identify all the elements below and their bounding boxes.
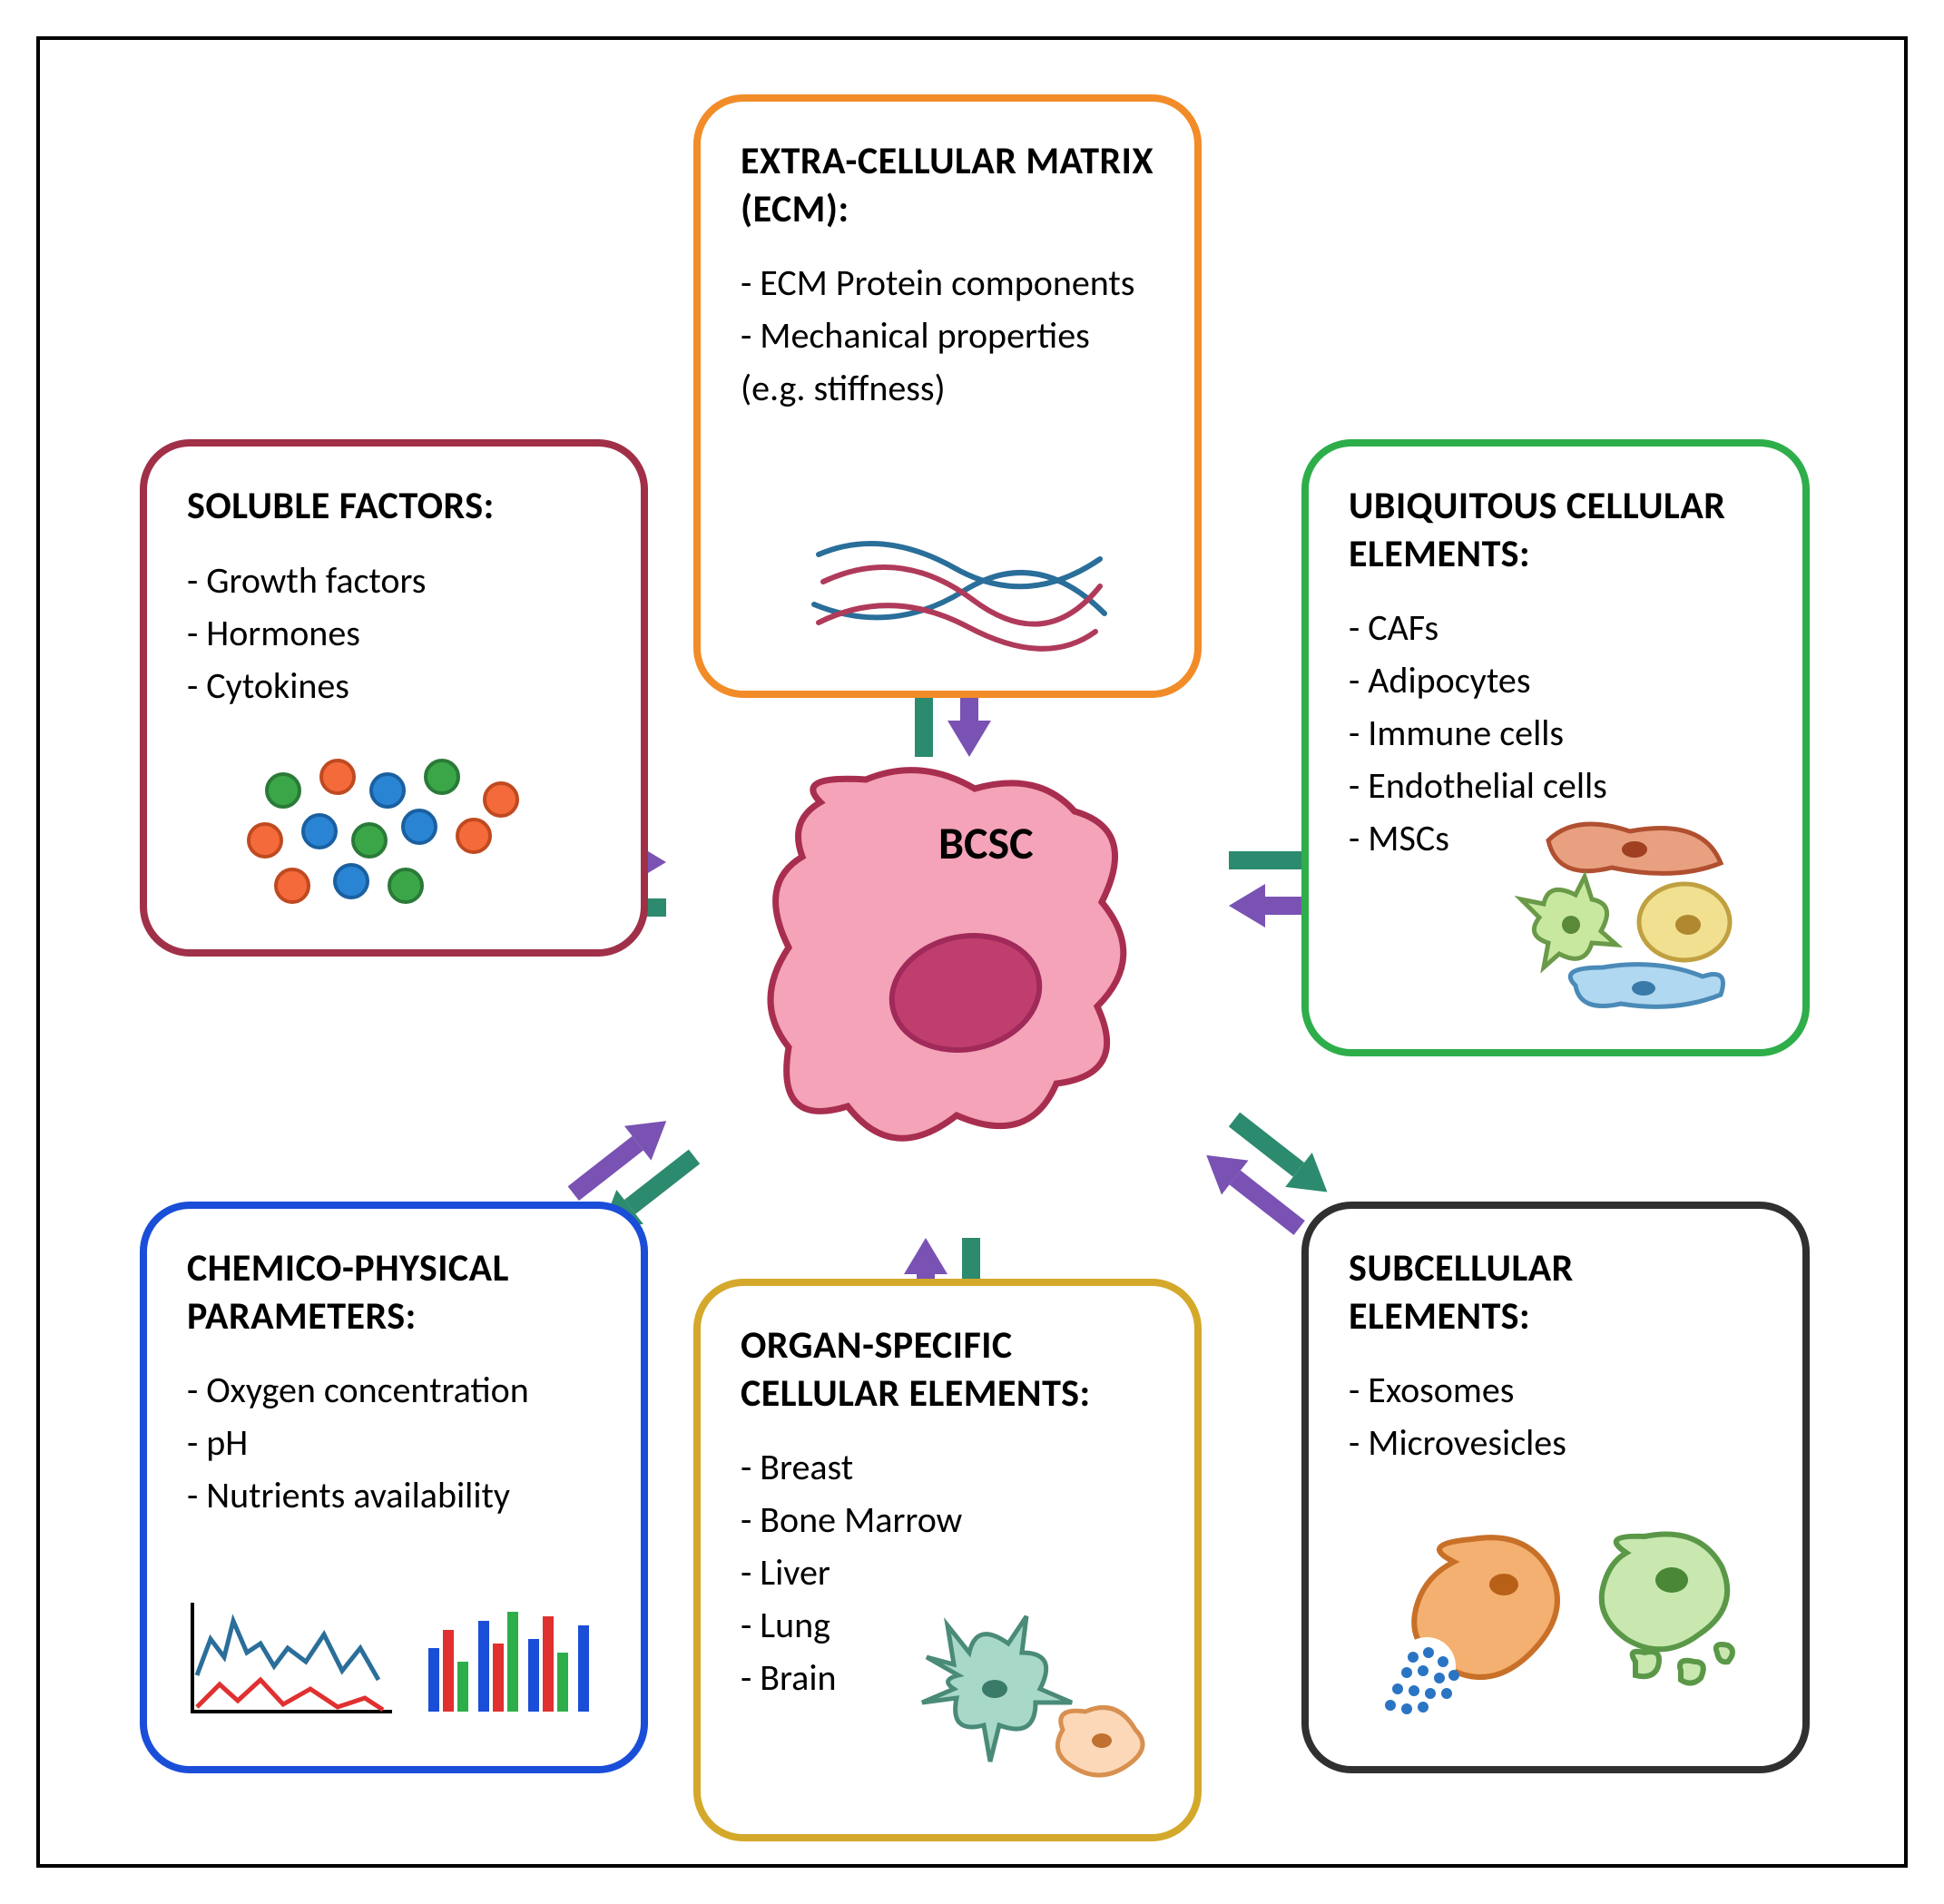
card-subcellular: SUBCELLULAR ELEMENTS: - Exosomes - Micro… [1301, 1202, 1810, 1773]
card-organ-title: ORGAN-SPECIFIC CELLULAR ELEMENTS: [741, 1322, 1154, 1418]
card-chemico: CHEMICO-PHYSICAL PARAMETERS: - Oxygen co… [140, 1202, 648, 1773]
card-ecm-items: - ECM Protein components - Mechanical pr… [741, 257, 1154, 415]
card-ecm-title: EXTRA-CELLULAR MATRIX (ECM): [741, 138, 1154, 233]
card-soluble: SOLUBLE FACTORS: - Growth factors - Horm… [140, 439, 648, 957]
card-soluble-items: - Growth factors - Hormones - Cytokines [187, 555, 601, 712]
soluble-dots-icon [229, 745, 537, 908]
card-chemico-items: - Oxygen concentration - pH - Nutrients … [187, 1364, 601, 1522]
diagram-frame: BCSC EXTRA-CELLULAR MATRIX [36, 36, 1908, 1868]
ubiquitous-cells-icon [1494, 809, 1766, 1017]
ecm-fibers-icon [810, 518, 1109, 654]
card-soluble-title: SOLUBLE FACTORS: [187, 483, 601, 531]
chemico-charts-icon [183, 1594, 601, 1730]
card-ecm: EXTRA-CELLULAR MATRIX (ECM): - ECM Prote… [693, 94, 1202, 698]
subcellular-icon [1363, 1516, 1744, 1725]
card-ubiquitous: UBIQUITOUS CELLULAR ELEMENTS: - CAFs - A… [1301, 439, 1810, 1056]
organ-cells-icon [904, 1603, 1158, 1793]
card-chemico-title: CHEMICO-PHYSICAL PARAMETERS: [187, 1245, 601, 1340]
card-subcellular-items: - Exosomes - Microvesicles [1349, 1364, 1762, 1469]
card-subcellular-title: SUBCELLULAR ELEMENTS: [1349, 1245, 1762, 1340]
card-organ: ORGAN-SPECIFIC CELLULAR ELEMENTS: - Brea… [693, 1279, 1202, 1841]
card-ubiquitous-title: UBIQUITOUS CELLULAR ELEMENTS: [1349, 483, 1762, 578]
